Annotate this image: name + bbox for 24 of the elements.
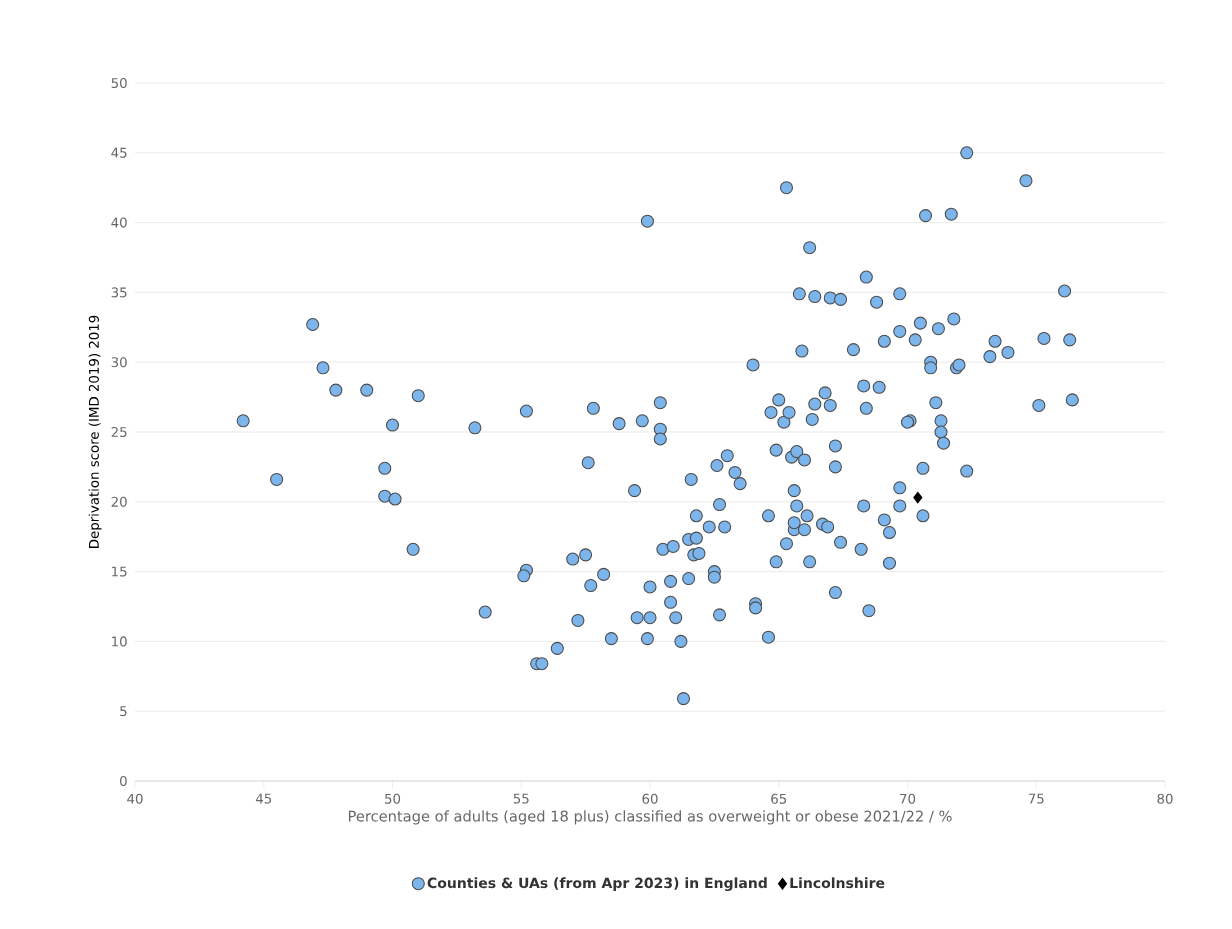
x-tick-label: 70 — [900, 793, 916, 804]
x-axis-title: Percentage of adults (aged 18 plus) classified as overweight or obese 2021/22 / % — [348, 810, 952, 825]
x-tick-label: 45 — [255, 793, 272, 804]
x-tick-label: 75 — [1028, 793, 1044, 804]
x-tick-label: 80 — [1157, 793, 1173, 804]
y-tick-label: 20 — [111, 496, 127, 507]
legend-label: Lincolnshire — [790, 877, 885, 889]
y-tick-label: 5 — [120, 706, 127, 717]
y-tick-label: 25 — [111, 426, 127, 438]
x-tick-label: 40 — [127, 793, 143, 804]
y-tick-label: 15 — [112, 566, 127, 577]
y-tick-label: 45 — [111, 147, 127, 158]
y-axis-title: Deprivation score (IMD 2019) 2019 — [88, 315, 102, 548]
x-tick-label: 60 — [642, 793, 658, 804]
x-tick-label: 50 — [385, 793, 401, 804]
x-tick-label: 65 — [771, 793, 787, 804]
y-tick-label: 10 — [112, 636, 127, 647]
y-tick-label: 0 — [120, 775, 127, 787]
legend-label: Counties & UAs (from Apr 2023) in England — [427, 877, 767, 891]
y-tick-label: 50 — [111, 77, 127, 89]
y-tick-label: 30 — [111, 357, 127, 368]
x-tick-label: 55 — [513, 793, 529, 804]
y-tick-label: 40 — [111, 217, 127, 228]
y-tick-label: 35 — [111, 287, 127, 298]
